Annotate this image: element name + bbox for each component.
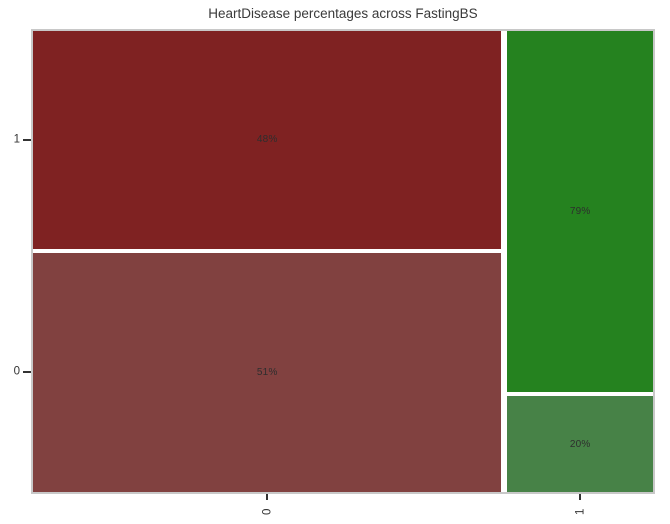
mosaic-block-x1-y0: 20% [507, 396, 653, 492]
plot-area: 48% 51% 79% 20% [31, 29, 655, 494]
x-tick-label: 1 [574, 508, 587, 515]
y-tick-mark [23, 371, 31, 374]
y-tick-label: 1 [13, 133, 20, 146]
x-tick-mark [579, 494, 582, 500]
mosaic-block-x0-y1: 48% [33, 31, 502, 249]
block-percentage-label: 79% [569, 206, 591, 217]
y-tick-mark [23, 138, 31, 141]
mosaic-block-x0-y0: 51% [33, 252, 502, 492]
chart-title: HeartDisease percentages across FastingB… [208, 6, 478, 21]
mosaic-plot: 48% 51% 79% 20% [33, 31, 653, 492]
block-percentage-label: 51% [256, 366, 278, 378]
x-tick-label: 0 [261, 508, 274, 515]
block-percentage-label: 20% [569, 438, 591, 450]
x-tick-mark [266, 494, 269, 500]
block-percentage-label: 48% [256, 134, 278, 146]
y-tick-label: 0 [13, 365, 20, 378]
mosaic-block-x1-y1: 79% [507, 31, 653, 393]
